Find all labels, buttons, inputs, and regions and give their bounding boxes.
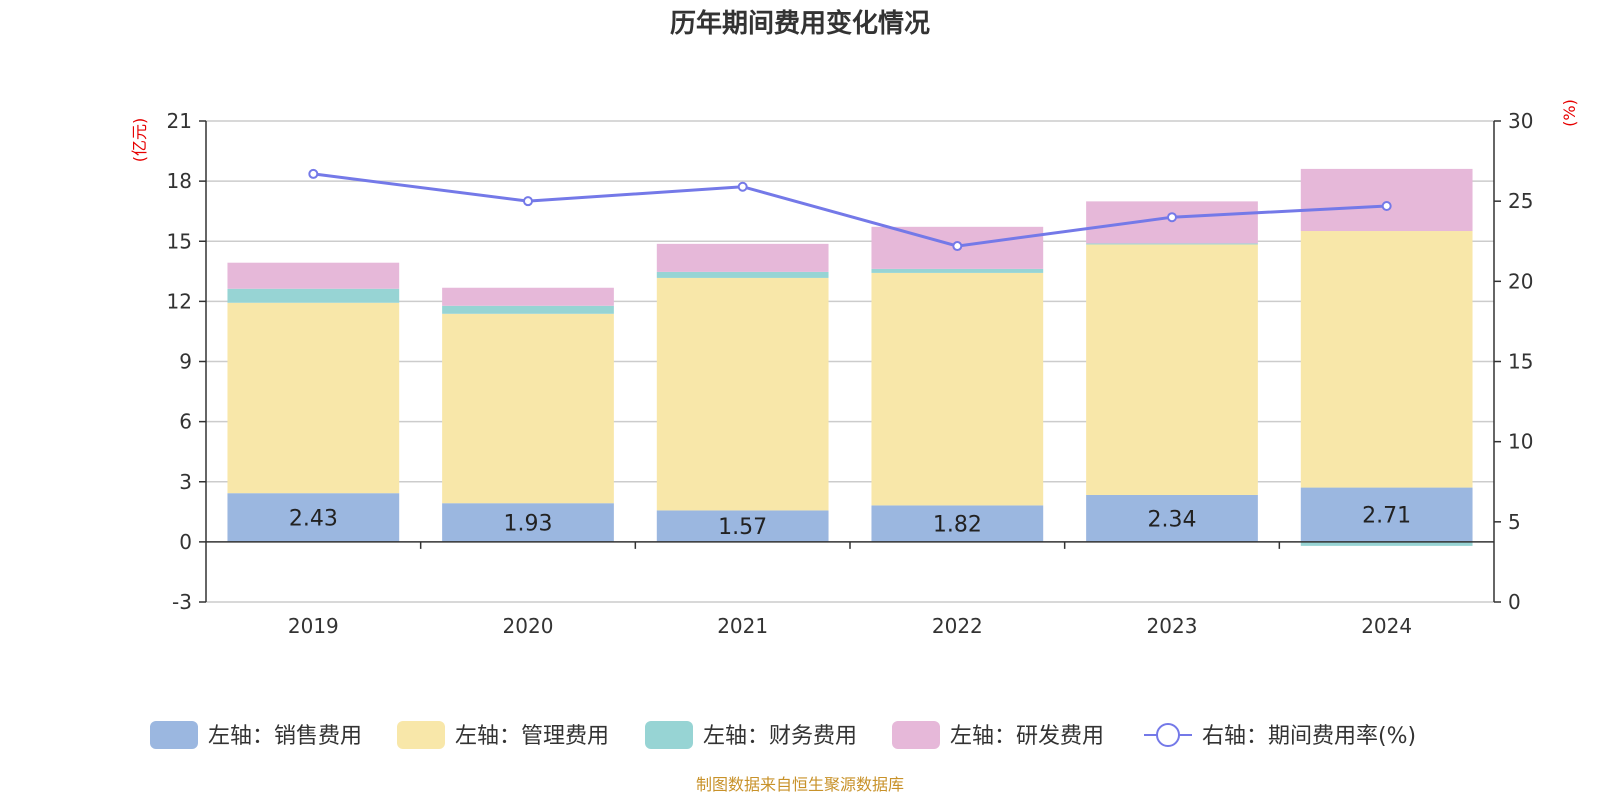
- bar-segment: [1086, 201, 1258, 244]
- legend-label: 右轴：期间费用率(%): [1202, 724, 1416, 749]
- rate-point: [1381, 200, 1392, 211]
- legend: 左轴：销售费用 左轴：管理费用 左轴：财务费用 左轴：研发费用 右轴：期间费用率(%): [150, 721, 1416, 749]
- left-axis-tick-label: 6: [179, 410, 192, 434]
- chart-title: 历年期间费用变化情况: [670, 8, 930, 39]
- right-axis-tick-label: 5: [1508, 510, 1521, 534]
- bar-data-label: 2.71: [1362, 504, 1411, 529]
- x-axis-tick-label: 2020: [503, 614, 554, 638]
- right-axis-unit: (%): [1560, 99, 1579, 127]
- legend-swatch: [397, 721, 445, 749]
- left-axis-tick-label: 21: [167, 109, 192, 133]
- x-axis-tick-label: 2024: [1361, 614, 1412, 638]
- gridlines: [206, 120, 1494, 603]
- left-axis-unit: (亿元): [130, 118, 149, 163]
- legend-swatch: [645, 721, 693, 749]
- bar-segment: [442, 503, 614, 542]
- rate-point: [1167, 212, 1177, 223]
- x-axis-tick-label: 2022: [932, 614, 983, 638]
- bar-segment: [1300, 541, 1473, 546]
- rate-line: [313, 172, 1387, 248]
- bar-segment: [656, 277, 829, 511]
- bar-segment: [227, 262, 400, 289]
- left-axis-tick-label: 18: [167, 169, 192, 193]
- bar-data-label: 1.93: [504, 512, 553, 537]
- bar-data-label: 2.43: [289, 507, 338, 532]
- right-axis-tick-label: 30: [1508, 109, 1533, 133]
- left-axis-tick-label: 12: [167, 289, 192, 313]
- bar-data-label: 1.57: [718, 515, 767, 540]
- legend-label: 左轴：研发费用: [950, 724, 1104, 749]
- x-axis-tick-label: 2021: [717, 614, 768, 638]
- left-axis-tick-label: 15: [167, 229, 192, 253]
- axes: -3 0 3 6 9 12 15 18 21 0 5 10 15 20 25 30 2019 2020 2021 20…: [167, 109, 1534, 638]
- rate-point: [952, 241, 963, 252]
- right-axis-tick-label: 15: [1508, 350, 1533, 374]
- left-axis-tick-label: 3: [179, 470, 192, 494]
- bar-segment: [442, 313, 614, 504]
- legend-label: 左轴：销售费用: [208, 724, 362, 749]
- bar-segment: [227, 493, 400, 542]
- legend-label: 左轴：管理费用: [455, 724, 609, 749]
- bar-segment: [871, 272, 1044, 506]
- x-axis-tick-label: 2019: [288, 614, 339, 638]
- bar-segment: [442, 305, 614, 314]
- bar-segment: [442, 287, 614, 306]
- bar-segment: [1300, 487, 1473, 542]
- rate-point: [523, 196, 533, 207]
- right-axis-tick-label: 10: [1508, 430, 1533, 454]
- bar-data-label: 2.34: [1148, 507, 1197, 532]
- bar-segment: [871, 268, 1044, 273]
- rate-point: [737, 181, 748, 192]
- bar-segment: [656, 510, 829, 542]
- bar-series: [227, 168, 1473, 546]
- legend-swatch-marker: [1156, 723, 1180, 747]
- right-axis-tick-label: 0: [1508, 590, 1521, 614]
- legend-swatch: [150, 721, 198, 749]
- bar-segment: [1300, 168, 1473, 232]
- legend-swatch: [892, 721, 940, 749]
- bar-segment: [1086, 243, 1258, 245]
- right-axis-tick-label: 25: [1508, 189, 1533, 213]
- bar-segment: [1086, 244, 1258, 495]
- bar-segment: [1300, 231, 1473, 488]
- left-axis-tick-label: 0: [179, 530, 192, 554]
- bar-segment: [227, 288, 400, 303]
- x-axis-tick-label: 2023: [1147, 614, 1198, 638]
- rate-point: [308, 168, 319, 179]
- bar-segment: [656, 243, 829, 272]
- bar-segment: [656, 271, 829, 278]
- bar-data-labels: 2.43 1.93 1.57 1.82 2.34 2.71: [289, 504, 1411, 540]
- left-axis-tick-label: 9: [179, 350, 192, 374]
- bar-segment: [871, 505, 1044, 542]
- bar-segment: [227, 302, 400, 494]
- rate-line-series: [308, 168, 1392, 252]
- right-axis-tick-label: 20: [1508, 269, 1533, 293]
- left-axis-tick-label: -3: [172, 590, 192, 614]
- source-note: 制图数据来自恒生聚源数据库: [696, 775, 904, 794]
- bar-data-label: 1.82: [933, 513, 982, 538]
- legend-label: 左轴：财务费用: [703, 724, 857, 749]
- bar-segment: [1086, 494, 1258, 542]
